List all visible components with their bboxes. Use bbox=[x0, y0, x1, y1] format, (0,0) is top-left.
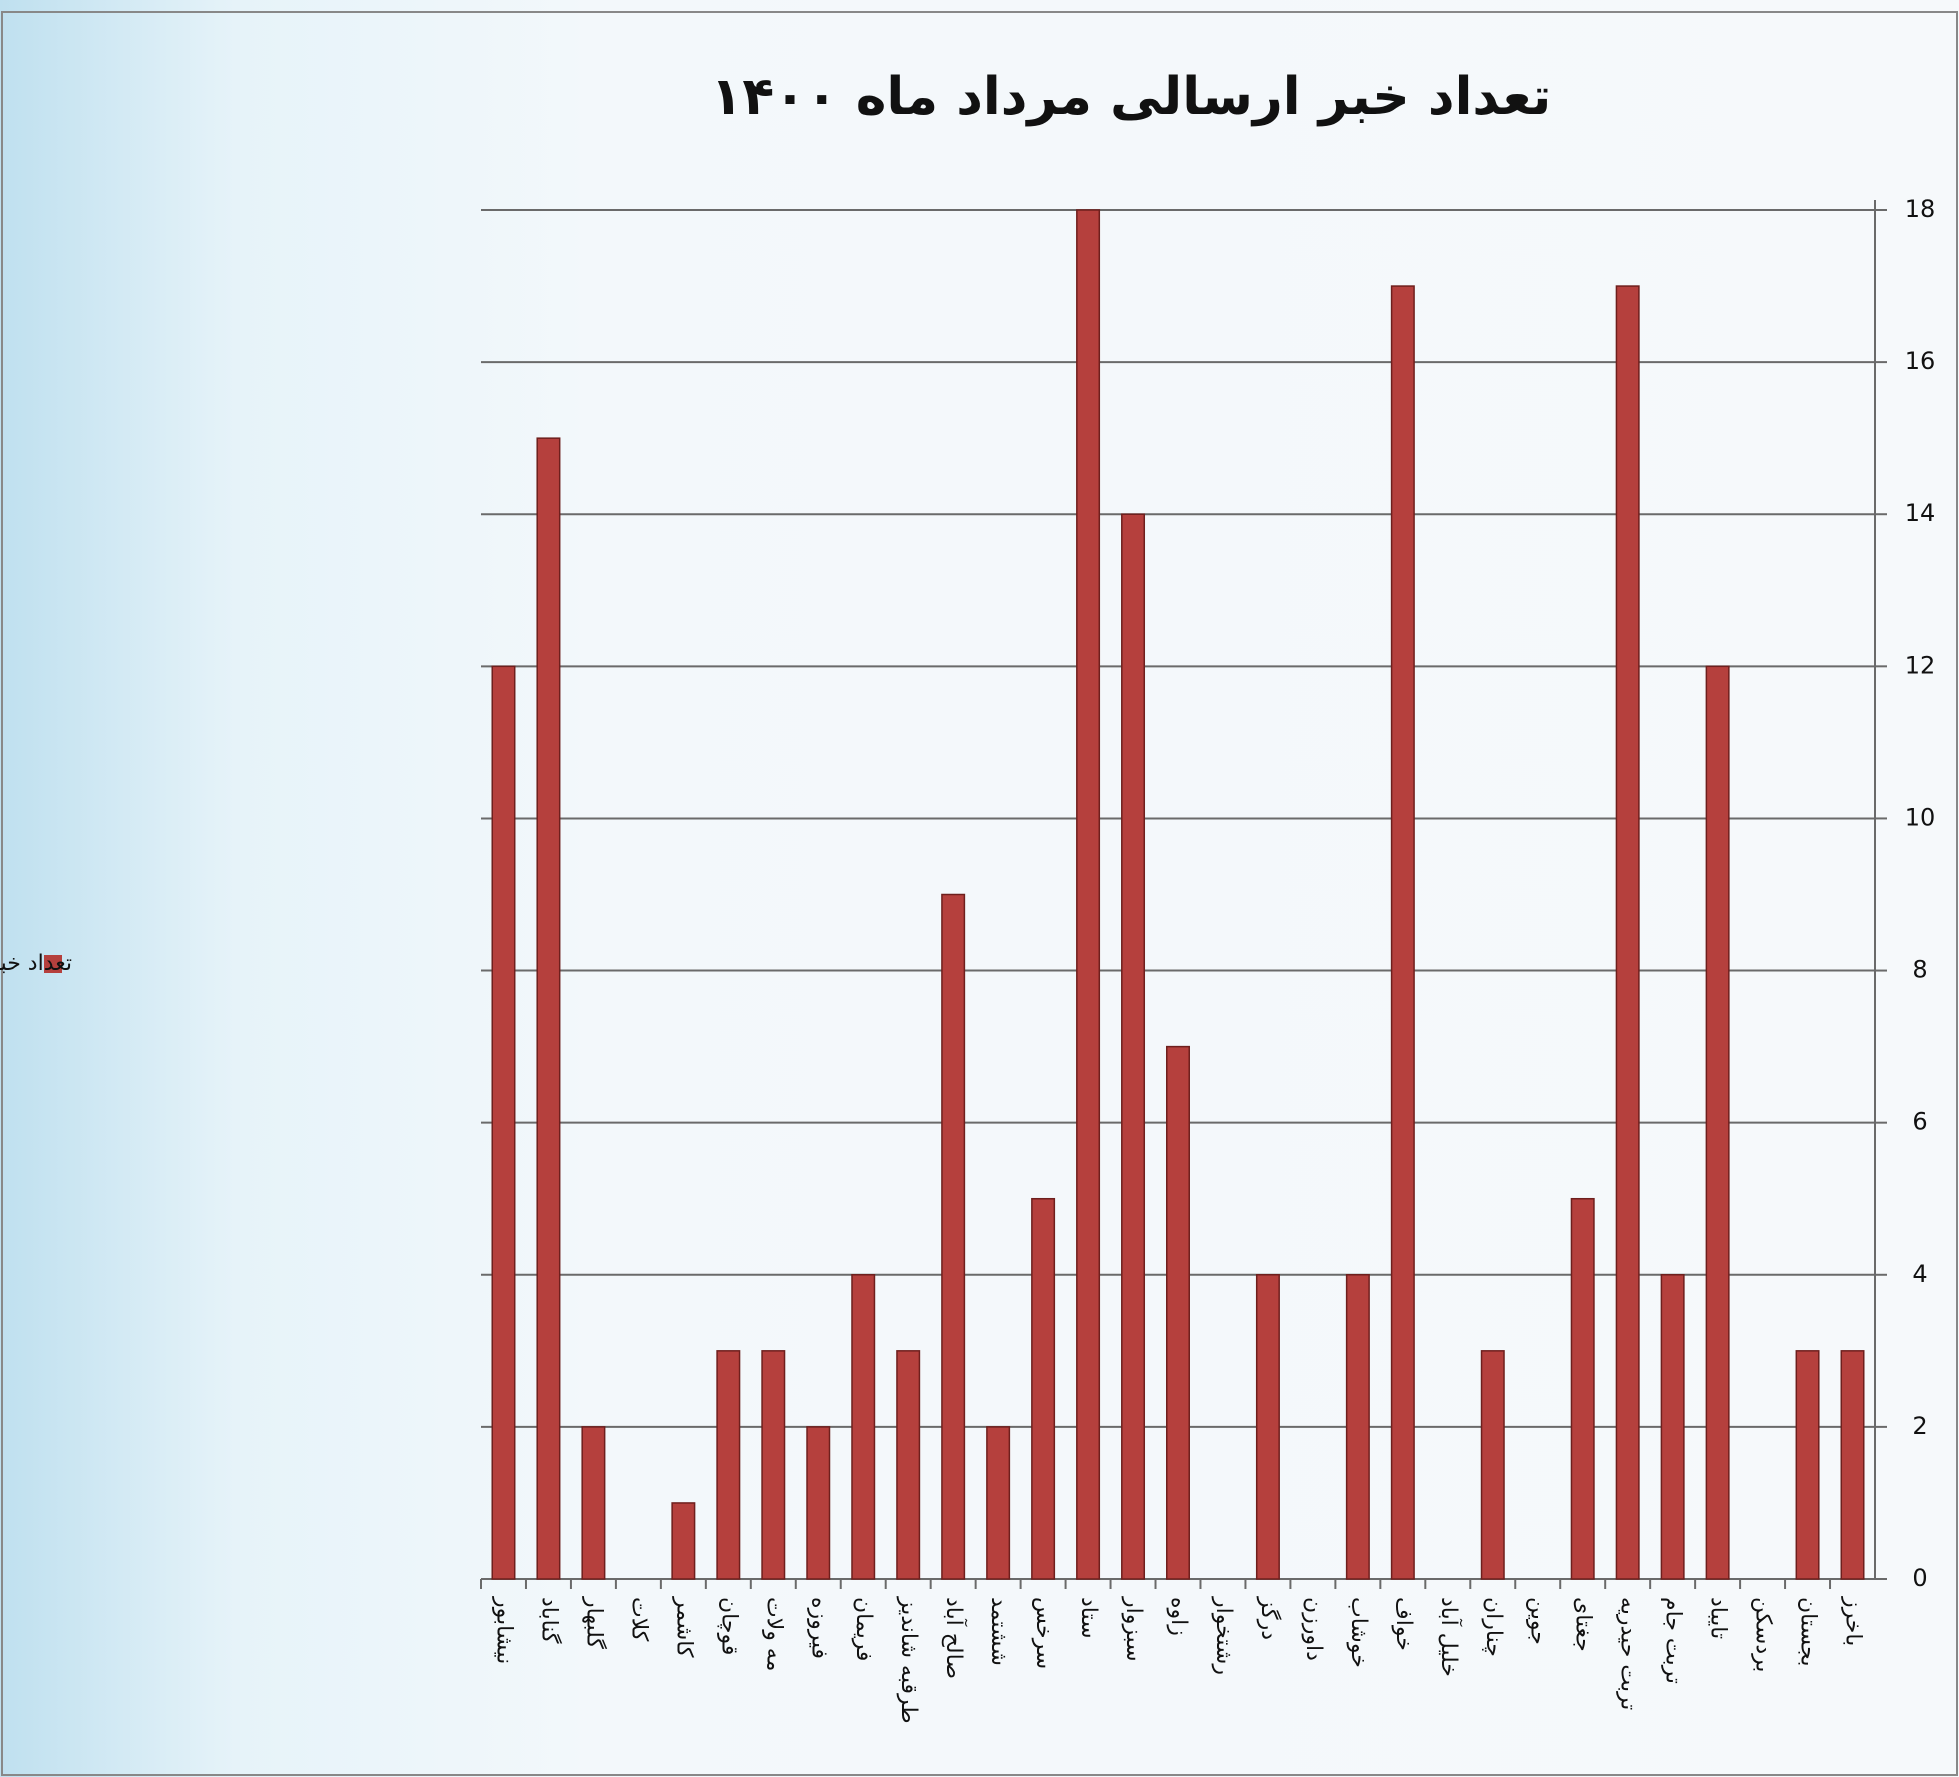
bar bbox=[1122, 514, 1144, 1579]
x-tick-label: نیشابور bbox=[491, 1596, 516, 1664]
y-tick-label: 14 bbox=[1905, 499, 1936, 527]
x-tick-label: زاوه bbox=[1166, 1597, 1191, 1636]
x-tick-label: گلبهار bbox=[581, 1596, 607, 1649]
x-tick-label: کلات bbox=[626, 1597, 651, 1642]
x-tick-label: فیروزه bbox=[806, 1597, 831, 1659]
bar bbox=[942, 895, 964, 1580]
x-tick-label: طرقبه شاندیز bbox=[896, 1596, 921, 1724]
x-tick-label: ششتمد bbox=[986, 1597, 1011, 1666]
bar bbox=[762, 1351, 784, 1579]
legend-label: تعداد خبر ارسالی مرداد 1400 bbox=[0, 951, 72, 976]
x-tick-label: درگز bbox=[1256, 1596, 1282, 1640]
x-tick-label: مه ولات bbox=[761, 1597, 786, 1671]
y-tick-label: 10 bbox=[1905, 803, 1936, 831]
bar bbox=[1257, 1275, 1279, 1579]
bar bbox=[1482, 1351, 1504, 1579]
bar bbox=[1392, 286, 1414, 1579]
x-tick-label: خلیل آباد bbox=[1436, 1597, 1463, 1677]
bar bbox=[1032, 1199, 1054, 1579]
y-tick-label: 0 bbox=[1912, 1564, 1927, 1592]
bar bbox=[1706, 666, 1728, 1579]
bar bbox=[537, 438, 559, 1579]
y-tick-label: 4 bbox=[1912, 1260, 1927, 1288]
x-tick-label: خواف bbox=[1391, 1597, 1416, 1651]
bar bbox=[1661, 1275, 1683, 1579]
x-tick-label: تایباد bbox=[1706, 1597, 1731, 1639]
x-tick-label: گناباد bbox=[536, 1597, 562, 1644]
y-tick-label: 18 bbox=[1905, 195, 1936, 223]
bar bbox=[1841, 1351, 1863, 1579]
bar bbox=[717, 1351, 739, 1579]
bar bbox=[672, 1503, 694, 1579]
x-tick-label: فریمان bbox=[851, 1597, 876, 1661]
x-tick-label: باخرز bbox=[1841, 1596, 1866, 1646]
y-tick-label: 16 bbox=[1905, 347, 1936, 375]
bar bbox=[1616, 286, 1638, 1579]
x-tick-label: قوچان bbox=[716, 1597, 741, 1655]
bar bbox=[987, 1427, 1009, 1579]
x-tick-label: چناران bbox=[1481, 1597, 1506, 1657]
bar bbox=[807, 1427, 829, 1579]
x-tick-label: کاشمر bbox=[671, 1596, 696, 1658]
bar bbox=[582, 1427, 604, 1579]
x-tick-label: ستاد bbox=[1076, 1597, 1101, 1639]
x-tick-label: داورزن bbox=[1301, 1597, 1326, 1661]
x-tick-label: خوشاب bbox=[1346, 1597, 1371, 1668]
y-tick-label: 12 bbox=[1905, 651, 1936, 679]
bar bbox=[1077, 210, 1099, 1579]
x-tick-label: جغتای bbox=[1571, 1597, 1596, 1652]
bar bbox=[1571, 1199, 1593, 1579]
x-tick-label: تربت جام bbox=[1661, 1597, 1686, 1684]
bar bbox=[1796, 1351, 1818, 1579]
x-tick-label: بجستان bbox=[1796, 1597, 1821, 1666]
bar bbox=[897, 1351, 919, 1579]
bar bbox=[1347, 1275, 1369, 1579]
x-tick-label: جوین bbox=[1526, 1597, 1551, 1645]
bar bbox=[1167, 1047, 1189, 1579]
chart: تعداد خبر ارسالی مرداد ماه ۱۴۰۰ 0 2 4 6 8 10 1… bbox=[0, 0, 1959, 1777]
x-tick-label: تربت حیدریه bbox=[1616, 1597, 1641, 1710]
bar bbox=[852, 1275, 874, 1579]
x-tick-label: رشتخوار bbox=[1211, 1596, 1236, 1675]
y-tick-label: 6 bbox=[1912, 1108, 1927, 1136]
x-tick-label: سرخس bbox=[1031, 1597, 1056, 1669]
x-tick-label: صالح آباد bbox=[941, 1597, 968, 1679]
bar bbox=[492, 666, 514, 1579]
chart-title: تعداد خبر ارسالی مرداد ماه ۱۴۰۰ bbox=[711, 67, 1552, 127]
x-tick-label: بردسکن bbox=[1751, 1597, 1776, 1672]
x-tick-label: سبزوار bbox=[1121, 1596, 1146, 1662]
y-tick-label: 8 bbox=[1912, 956, 1927, 984]
y-tick-label: 2 bbox=[1912, 1412, 1927, 1440]
